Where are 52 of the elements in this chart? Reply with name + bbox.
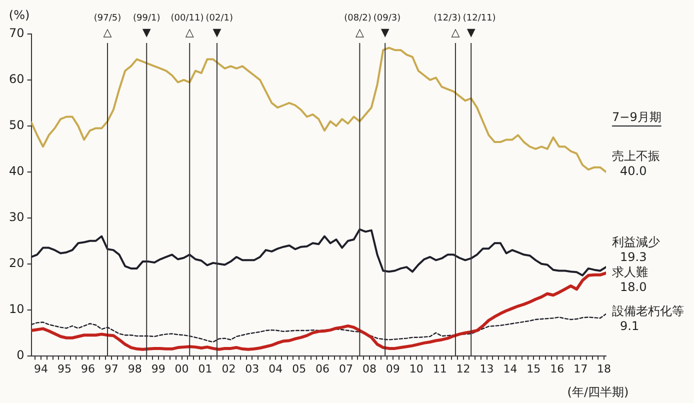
y-tick-label: 40 bbox=[8, 164, 24, 178]
x-tick-label: 06 bbox=[316, 362, 330, 376]
y-tick-label: 10 bbox=[8, 302, 24, 316]
x-tick-label: 96 bbox=[80, 362, 95, 376]
y-axis-title: (%) bbox=[8, 8, 30, 22]
annotation: 19.3 bbox=[620, 250, 647, 264]
x-tick-label: 11 bbox=[432, 362, 447, 376]
x-tick-label: 94 bbox=[34, 362, 48, 376]
y-tick-label: 20 bbox=[8, 256, 24, 270]
x-tick-label: 98 bbox=[128, 362, 142, 376]
y-tick-label: 50 bbox=[8, 118, 24, 132]
x-tick-label: 03 bbox=[245, 362, 260, 376]
series-label: 売上不振 bbox=[612, 149, 660, 164]
x-tick-label: 95 bbox=[58, 362, 72, 376]
x-tick-label: 16 bbox=[550, 362, 564, 376]
annotation: 40.0 bbox=[620, 164, 647, 178]
y-tick-label: 60 bbox=[8, 72, 24, 86]
x-tick-label: 00 bbox=[174, 362, 189, 376]
x-tick-label: 01 bbox=[198, 362, 212, 376]
x-tick-label: 97 bbox=[104, 362, 118, 376]
ref-line-label: (09/3) ▼ bbox=[373, 13, 401, 39]
series-label: 求人難 bbox=[612, 265, 648, 280]
y-tick-label: 0 bbox=[16, 348, 24, 362]
ref-line-label: (00/11) △ bbox=[170, 13, 204, 39]
x-tick-label: 08 bbox=[362, 362, 376, 376]
y-tick-label: 30 bbox=[8, 210, 24, 224]
ref-line-label: (12/11) ▼ bbox=[462, 13, 496, 39]
x-tick-label: 13 bbox=[480, 362, 494, 376]
ref-line-label: (12/3) △ bbox=[434, 13, 461, 39]
x-tick-label: 14 bbox=[503, 362, 518, 376]
ref-line-label: (97/5) △ bbox=[94, 13, 122, 39]
x-tick-label: 15 bbox=[526, 362, 541, 376]
y-tick-label: 70 bbox=[8, 26, 24, 40]
series-label: 利益減少 bbox=[612, 235, 660, 250]
x-tick-label: 12 bbox=[456, 362, 470, 376]
x-axis-title: (年/四半期) bbox=[567, 385, 629, 400]
x-tick-label: 09 bbox=[386, 362, 400, 376]
x-tick-label: 04 bbox=[268, 362, 283, 376]
ref-line-label: (08/2) △ bbox=[344, 13, 372, 39]
x-tick-label: 05 bbox=[292, 362, 306, 376]
x-tick-label: 02 bbox=[222, 362, 236, 376]
ref-line-label: (99/1) ▼ bbox=[132, 13, 160, 39]
annotation: 9.1 bbox=[620, 319, 640, 334]
x-tick-label: 17 bbox=[574, 362, 588, 376]
x-tick-label: 07 bbox=[339, 362, 354, 376]
annotation: 18.0 bbox=[620, 280, 647, 294]
x-tick-label: 99 bbox=[151, 362, 166, 376]
x-tick-label: 18 bbox=[597, 362, 612, 376]
text: 7−9月期 bbox=[612, 110, 662, 124]
x-tick-label: 10 bbox=[409, 362, 424, 376]
series-label: 設備老朽化等 bbox=[612, 304, 684, 318]
ref-line-label: (02/1) ▼ bbox=[206, 13, 233, 39]
